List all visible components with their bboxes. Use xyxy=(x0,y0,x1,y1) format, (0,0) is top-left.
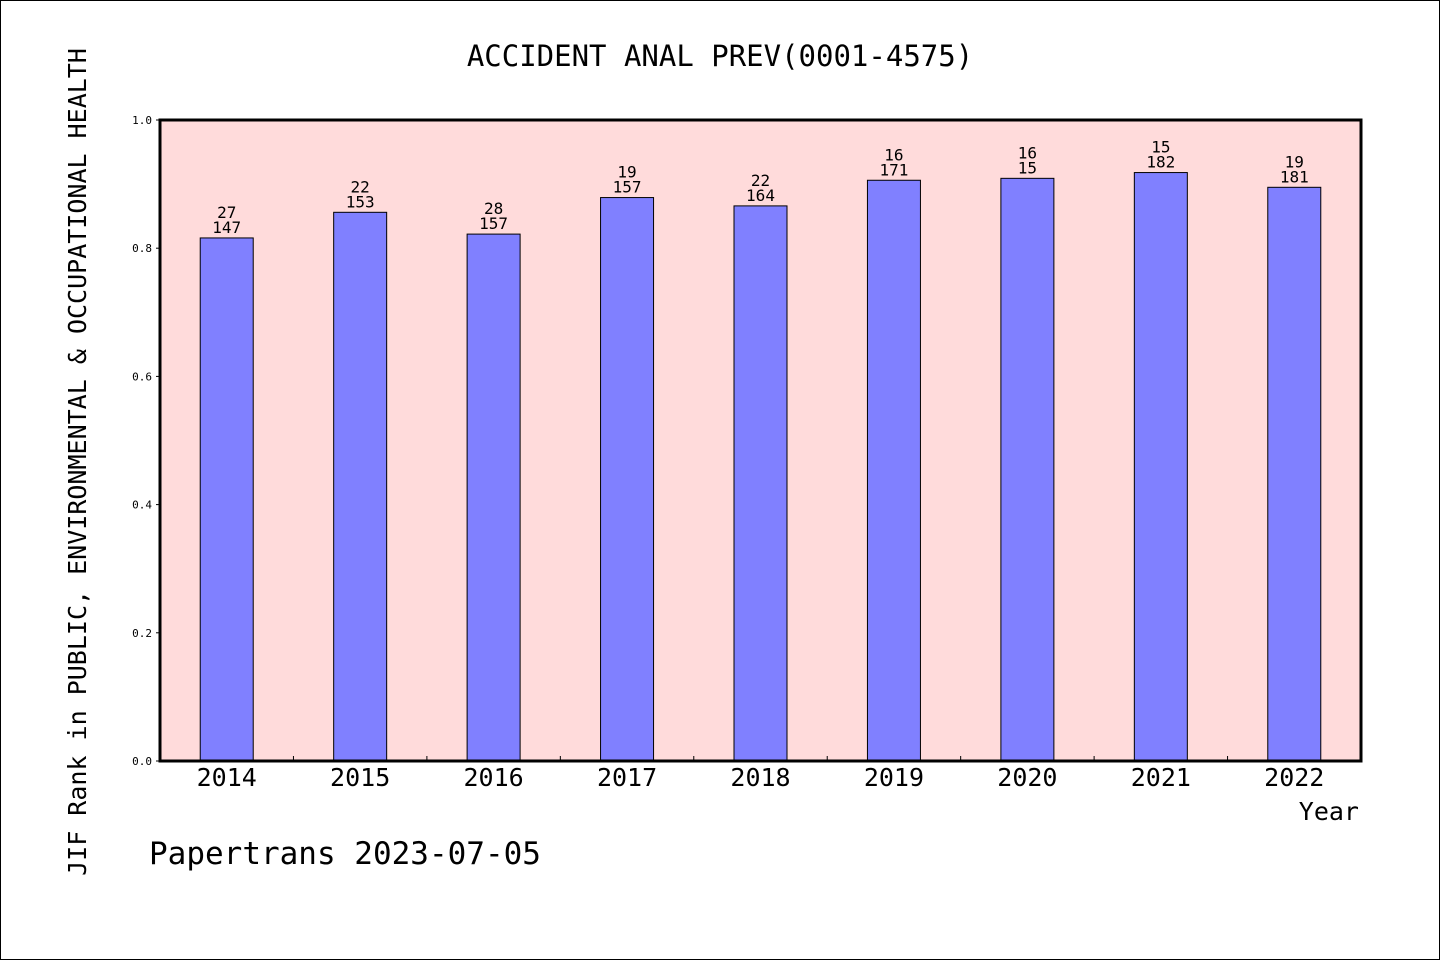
x-axis-ticks: 2014 2015 2016 2017 2018 2019 2020 2021 2022 xyxy=(197,756,1324,792)
y-tick-label: 0.2 xyxy=(132,627,152,640)
y-tick-label: 0.8 xyxy=(132,242,152,255)
y-tick-label: 1.0 xyxy=(132,114,152,127)
chart-title: ACCIDENT ANAL PREV(0001-4575) xyxy=(467,39,973,73)
bar-label-bottom: 157 xyxy=(479,214,508,233)
x-tick-label: 2018 xyxy=(730,763,790,792)
bar-label-top: 27 xyxy=(217,203,236,222)
bar-label-top: 22 xyxy=(351,177,370,196)
bar-label-bottom: 153 xyxy=(346,192,375,211)
x-tick-label: 2022 xyxy=(1264,763,1324,792)
plot-border xyxy=(158,118,1363,763)
bar xyxy=(866,179,921,762)
bar-label-bottom: 182 xyxy=(1146,153,1175,172)
footer-text: Papertrans 2023-07-05 xyxy=(149,836,541,872)
bar xyxy=(1267,186,1322,762)
y-tick-label: 0.6 xyxy=(132,370,152,383)
y-axis-label: JIF Rank in PUBLIC, ENVIRONMENTAL & OCCU… xyxy=(63,48,92,876)
x-tick-label: 2015 xyxy=(330,763,390,792)
y-axis-ticks: 0.0 0.2 0.4 0.6 0.8 1.0 xyxy=(132,114,160,768)
x-tick-label: 2021 xyxy=(1131,763,1191,792)
bar-label-top: 28 xyxy=(484,199,503,218)
bar-label-bottom: 15 xyxy=(1018,158,1037,177)
bar-label-top: 19 xyxy=(617,163,636,182)
bar xyxy=(600,197,655,762)
bar-label-bottom: 157 xyxy=(613,178,642,197)
bar-label-bottom: 164 xyxy=(746,186,775,205)
x-tick-label: 2019 xyxy=(864,763,924,792)
y-tick-label: 0.4 xyxy=(132,499,152,512)
bar-label-bottom: 181 xyxy=(1280,167,1309,186)
bar-label-bottom: 171 xyxy=(879,160,908,179)
bar-label-top: 19 xyxy=(1285,152,1304,171)
bar-label-top: 22 xyxy=(751,171,770,190)
x-tick-label: 2017 xyxy=(597,763,657,792)
bar xyxy=(1133,172,1188,762)
x-tick-label: 2016 xyxy=(464,763,524,792)
x-tick-label: 2014 xyxy=(197,763,257,792)
bar xyxy=(333,211,388,762)
x-axis-label: Year xyxy=(1299,797,1359,826)
bar-label-top: 16 xyxy=(1018,143,1037,162)
bar-label-bottom: 147 xyxy=(212,218,241,237)
bar xyxy=(466,233,521,762)
bar xyxy=(1000,177,1055,762)
y-tick-label: 0.0 xyxy=(132,755,152,768)
bar-label-top: 16 xyxy=(884,145,903,164)
x-tick-label: 2020 xyxy=(997,763,1057,792)
bar-label-top: 15 xyxy=(1151,138,1170,157)
bar xyxy=(199,237,254,762)
bar xyxy=(733,205,788,762)
